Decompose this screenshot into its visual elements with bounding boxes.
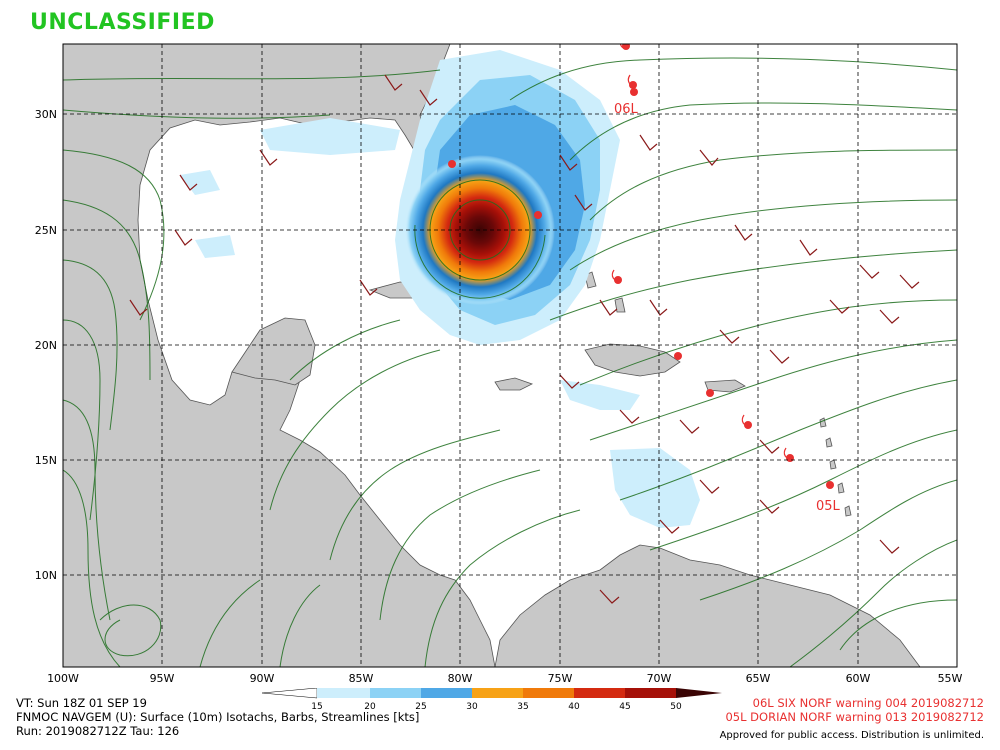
longitude-labels: 100W 95W 90W 85W 80W 75W 70W 65W 60W 55W	[47, 672, 962, 685]
land-lesser-antilles	[819, 417, 852, 517]
map-frame	[62, 43, 958, 668]
lat-label: 25N	[35, 224, 57, 237]
track-point-05l-2	[534, 211, 542, 219]
storm-label-05l: 05L	[816, 499, 841, 514]
legend-arrow-right	[676, 688, 722, 698]
lon-label: 85W	[349, 672, 374, 685]
lon-label: 75W	[548, 672, 573, 685]
legend-tick: 35	[517, 702, 528, 712]
legend-tick: 20	[364, 702, 376, 712]
lat-label: 20N	[35, 339, 57, 352]
track-point-05l-8	[826, 481, 834, 489]
valid-time: VT: Sun 18Z 01 SEP 19	[16, 696, 147, 710]
track-point-06l-3	[630, 88, 638, 96]
model-description: FNMOC NAVGEM (U): Surface (10m) Isotachs…	[16, 710, 420, 724]
lat-label: 10N	[35, 569, 57, 582]
legend-tick: 40	[568, 702, 580, 712]
legend-tick: 50	[670, 702, 682, 712]
legend-swatch	[472, 688, 523, 698]
storm-warnings: 06L SIX NORF warning 004 2019082712 05L …	[725, 696, 984, 724]
storm-symbols	[611, 44, 793, 459]
legend-swatch	[523, 688, 574, 698]
lon-label: 90W	[250, 672, 275, 685]
lon-label: 65W	[746, 672, 771, 685]
land-south-america	[494, 544, 921, 667]
lat-label: 15N	[35, 454, 57, 467]
latitude-labels: 30N 25N 20N 15N 10N	[35, 108, 57, 582]
legend-tick: 45	[619, 702, 630, 712]
approval-note: Approved for public access. Distribution…	[719, 730, 984, 741]
track-point-05l-1	[448, 160, 456, 168]
warning-06l: 06L SIX NORF warning 004 2019082712	[752, 696, 984, 710]
legend-swatch	[370, 688, 421, 698]
lon-label: 70W	[647, 672, 672, 685]
land-jamaica	[494, 377, 534, 391]
isotach-legend: 15 20 25 30 35 40 45 50	[262, 688, 722, 712]
run-info: Run: 2019082712Z Tau: 126	[16, 724, 180, 738]
lon-label: 80W	[448, 672, 473, 685]
lon-label: 100W	[47, 672, 79, 685]
lat-label: 30N	[35, 108, 57, 121]
legend-tick: 30	[466, 702, 478, 712]
legend-swatch	[317, 688, 370, 698]
track-point-05l-4	[674, 352, 682, 360]
legend-swatch	[421, 688, 472, 698]
lon-label: 55W	[938, 672, 963, 685]
legend-swatch	[574, 688, 625, 698]
land-masses	[63, 44, 921, 667]
lon-label: 60W	[846, 672, 871, 685]
model-info: VT: Sun 18Z 01 SEP 19 FNMOC NAVGEM (U): …	[16, 696, 419, 738]
wind-barbs	[129, 74, 920, 604]
legend-tick: 15	[311, 702, 322, 712]
land-puerto-rico	[704, 379, 746, 393]
classification-banner: UNCLASSIFIED	[30, 10, 215, 35]
lon-label: 95W	[150, 672, 175, 685]
warning-05l: 05L DORIAN NORF warning 013 2019082712	[725, 710, 984, 724]
storm-label-06l: 06L	[614, 102, 639, 117]
track-point-05l-5	[706, 389, 714, 397]
legend-swatch	[625, 688, 676, 698]
graticule	[63, 44, 957, 667]
legend-tick: 25	[415, 702, 426, 712]
